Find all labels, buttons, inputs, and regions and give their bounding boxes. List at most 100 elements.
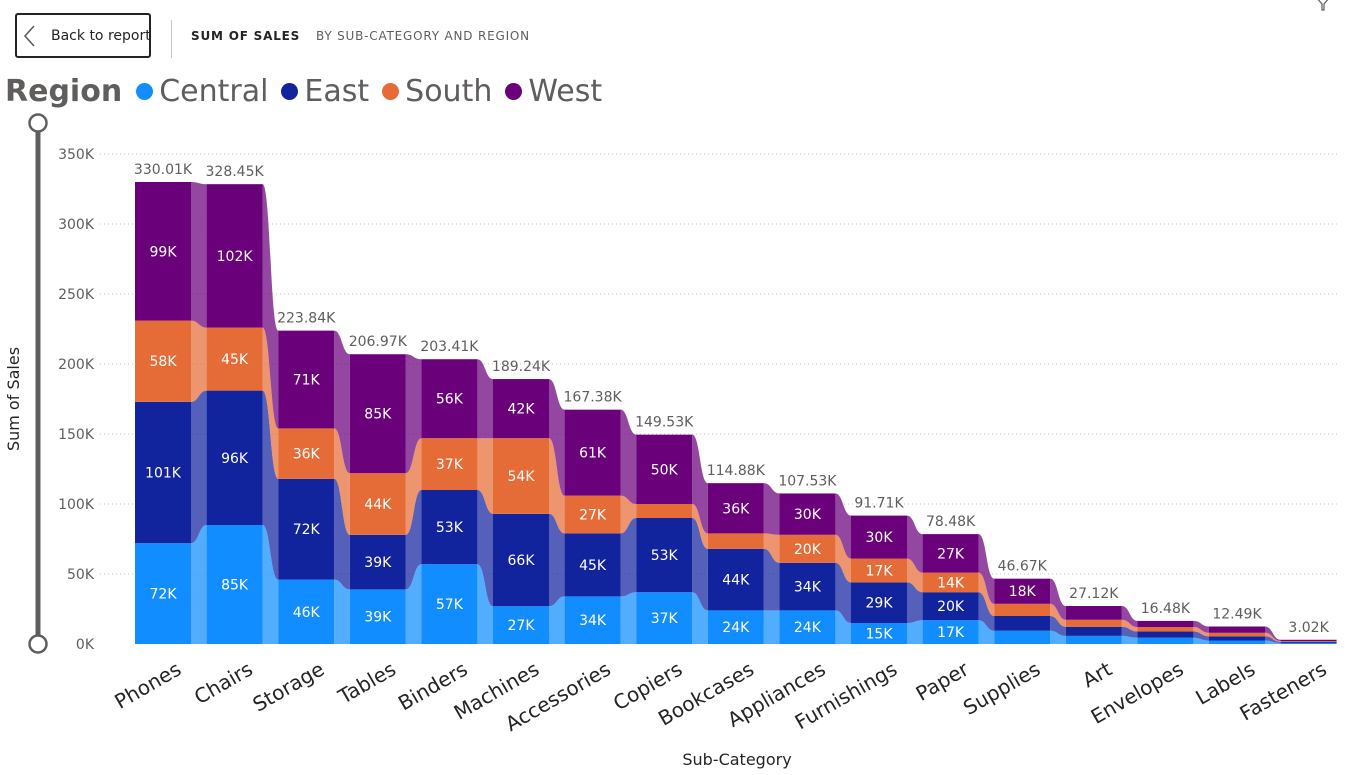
bar-segment-west-accessories[interactable] (564, 409, 621, 496)
bar-segment-south-machines[interactable] (493, 438, 549, 514)
bar-segment-west-art[interactable] (1065, 606, 1122, 620)
bar-segment-south-paper[interactable] (922, 572, 979, 593)
bar-segment-east-envelopes[interactable] (1137, 631, 1194, 638)
bar-segment-south-binders[interactable] (421, 438, 478, 490)
bar-segment-east-furnishings[interactable] (851, 582, 907, 623)
bar-segment-west-appliances[interactable] (779, 493, 836, 535)
bar-segment-west-copiers[interactable] (636, 434, 693, 504)
bar-segment-south-labels[interactable] (1209, 632, 1265, 637)
data-label: 101K (145, 466, 182, 482)
bar-segment-east-machines[interactable] (493, 513, 549, 607)
bar-segment-east-tables[interactable] (349, 534, 406, 590)
bar-segment-east-labels[interactable] (1209, 636, 1265, 641)
legend-item-east[interactable]: East (281, 74, 369, 109)
bar-segment-south-furnishings[interactable] (851, 558, 907, 583)
bar-segment-east-art[interactable] (1065, 626, 1122, 636)
bar-segment-south-storage[interactable] (278, 428, 335, 479)
filter-icon[interactable] (1314, 0, 1332, 12)
bar-segment-east-chairs[interactable] (206, 390, 263, 525)
bar-segment-east-binders[interactable] (421, 490, 478, 565)
legend-title: Region (5, 73, 123, 109)
bar-segment-central-machines[interactable] (493, 606, 549, 644)
bar-segment-central-bookcases[interactable] (707, 610, 764, 644)
bar-segment-south-appliances[interactable] (779, 534, 836, 563)
bar-segment-central-binders[interactable] (421, 564, 478, 644)
zoom-slider-bottom-handle[interactable] (28, 634, 48, 654)
ribbon-south (405, 438, 422, 535)
ribbon-east (620, 518, 637, 597)
back-to-report-button[interactable]: Back to report (15, 13, 151, 58)
data-label: 44K (722, 573, 750, 589)
bar-segment-west-chairs[interactable] (206, 184, 263, 328)
ribbon-south (549, 438, 565, 534)
bar-segment-east-appliances[interactable] (779, 562, 836, 611)
bar-segment-central-envelopes[interactable] (1137, 637, 1194, 644)
ribbon-south (1121, 619, 1138, 632)
bar-segment-south-chairs[interactable] (206, 327, 263, 391)
bar-segment-west-envelopes[interactable] (1137, 620, 1194, 628)
bar-segment-south-fasteners[interactable] (1280, 641, 1337, 642)
bar-segment-east-fasteners[interactable] (1280, 641, 1337, 643)
bar-segment-east-storage[interactable] (278, 478, 335, 580)
data-label: 96K (221, 451, 249, 467)
bar-segment-central-supplies[interactable] (994, 630, 1051, 644)
bar-segment-central-art[interactable] (1065, 635, 1122, 644)
bar-segment-central-accessories[interactable] (564, 596, 621, 644)
bar-segment-central-appliances[interactable] (779, 610, 836, 644)
ribbon-west (835, 493, 851, 559)
bar-segment-south-accessories[interactable] (564, 495, 621, 534)
zoom-slider-top-handle[interactable] (28, 113, 48, 133)
bar-segment-west-machines[interactable] (493, 379, 549, 439)
data-label: 53K (651, 548, 679, 564)
ribbon-east (334, 478, 350, 590)
bar-segment-east-accessories[interactable] (564, 533, 621, 597)
bar-segment-west-furnishings[interactable] (851, 515, 907, 559)
bar-segment-central-labels[interactable] (1209, 640, 1265, 645)
legend-item-south[interactable]: South (382, 74, 492, 109)
y-tick-label: 0K (76, 637, 95, 653)
chevron-left-icon (23, 25, 35, 47)
bar-segment-south-envelopes[interactable] (1137, 627, 1194, 632)
bar-segment-east-supplies[interactable] (994, 616, 1051, 631)
bar-segment-east-bookcases[interactable] (707, 548, 764, 611)
bar-segment-central-furnishings[interactable] (851, 623, 907, 644)
bar-segment-south-bookcases[interactable] (707, 533, 764, 549)
bar-segment-south-copiers[interactable] (636, 504, 693, 518)
total-label: 223.84K (277, 311, 336, 327)
data-label: 27K (579, 508, 607, 524)
x-tick-label: Storage (249, 657, 329, 717)
legend-item-central[interactable]: Central (136, 74, 268, 109)
bar-segment-central-paper[interactable] (922, 620, 979, 644)
bar-segment-central-copiers[interactable] (636, 592, 693, 644)
data-label: 53K (436, 520, 464, 536)
bar-segment-central-phones[interactable] (135, 543, 191, 644)
bar-segment-east-phones[interactable] (135, 401, 191, 544)
bar-segment-south-tables[interactable] (349, 473, 406, 535)
bar-segment-west-paper[interactable] (922, 534, 979, 573)
data-label: 20K (794, 542, 822, 558)
bar-segment-south-phones[interactable] (135, 320, 191, 402)
bar-segment-south-supplies[interactable] (994, 603, 1051, 616)
legend-item-west[interactable]: West (505, 74, 602, 109)
bar-segment-central-tables[interactable] (349, 589, 406, 644)
y-axis-title: Sum of Sales (4, 347, 23, 451)
bar-segment-central-storage[interactable] (278, 579, 335, 644)
bar-segment-east-copiers[interactable] (636, 518, 693, 593)
bar-segment-west-tables[interactable] (349, 354, 406, 474)
bar-segment-west-supplies[interactable] (994, 578, 1051, 604)
bar-segment-east-paper[interactable] (922, 592, 979, 621)
data-label: 27K (508, 618, 536, 634)
bar-segment-west-labels[interactable] (1209, 626, 1265, 633)
data-label: 46K (293, 605, 321, 621)
bar-segment-west-storage[interactable] (278, 330, 335, 429)
bar-segment-south-art[interactable] (1065, 619, 1122, 627)
bar-segment-central-chairs[interactable] (206, 525, 263, 644)
bar-segment-west-phones[interactable] (135, 181, 191, 321)
ribbon-central (1193, 637, 1209, 644)
total-label: 12.49K (1212, 607, 1262, 623)
total-label: 330.01K (134, 162, 193, 178)
bar-segment-central-fasteners[interactable] (1280, 642, 1337, 644)
bar-segment-west-bookcases[interactable] (707, 483, 764, 534)
bar-segment-west-binders[interactable] (421, 359, 478, 439)
bar-segment-west-fasteners[interactable] (1280, 639, 1337, 642)
